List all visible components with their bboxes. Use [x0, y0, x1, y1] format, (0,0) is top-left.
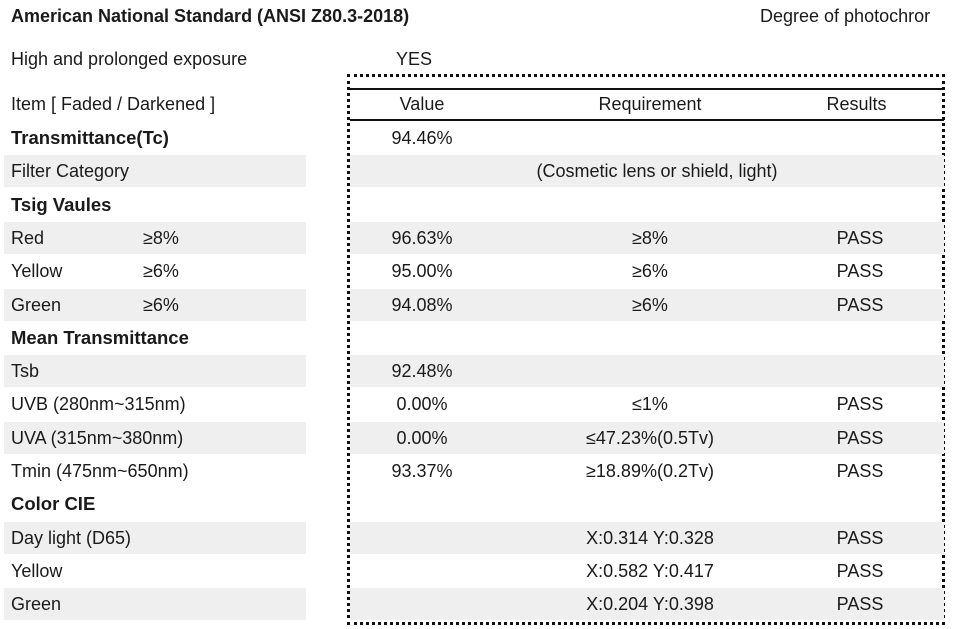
row-shade-right: [350, 288, 944, 321]
requirement-cell: (Cosmetic lens or shield, light): [536, 161, 778, 182]
table-row: Tmin (475nm~650nm) 93.37% ≥18.89%(0.2Tv) PA…: [0, 455, 961, 488]
row-shade-right: [350, 521, 944, 554]
row-label: UVB (280nm~315nm): [11, 394, 186, 415]
requirement-cell: X:0.582 Y:0.417: [586, 560, 714, 581]
section-heading: Transmittance(Tc): [11, 127, 169, 148]
table-row: Red ≥8% 96.63% ≥8% PASS: [0, 221, 961, 255]
value-cell: 0.00%: [396, 427, 448, 448]
result-cell: PASS: [836, 427, 884, 448]
header-rule-bottom: [350, 119, 944, 121]
result-cell: PASS: [836, 527, 884, 548]
result-cell: PASS: [836, 461, 884, 481]
result-cell: PASS: [836, 294, 884, 315]
row-shade-left: [4, 421, 306, 454]
section-heading: Tsig Vaules: [11, 193, 112, 215]
requirement-cell: ≥18.89%(0.2Tv): [586, 461, 714, 481]
results-dotted-frame: [347, 74, 945, 625]
result-cell: PASS: [836, 594, 884, 615]
row-threshold: ≥8%: [143, 227, 179, 248]
column-header-item: Item [ Faded / Darkened ]: [11, 94, 216, 114]
exposure-value: YES: [396, 49, 433, 69]
table-row: Tsb 92.48%: [0, 355, 961, 388]
degree-of-photochromism-label: Degree of photochror: [760, 6, 931, 26]
row-label: Tmin (475nm~650nm): [11, 461, 189, 481]
row-shade-right: [350, 322, 944, 354]
row-label: UVA (315nm~380nm): [11, 427, 184, 448]
requirement-cell: ≥8%: [632, 227, 668, 248]
value-cell: 96.63%: [391, 227, 453, 248]
row-shade-left: [4, 155, 306, 188]
table-row: Color CIE: [0, 488, 961, 521]
row-label: Red: [11, 227, 45, 248]
section-heading: Color CIE: [11, 493, 96, 515]
row-label: Day light (D65): [11, 527, 132, 548]
table-row: Yellow X:0.582 Y:0.417 PASS: [0, 555, 961, 588]
table-row: Green X:0.204 Y:0.398 PASS: [0, 588, 961, 621]
row-label: Yellow: [11, 261, 63, 282]
requirement-cell: ≤1%: [632, 394, 668, 415]
table-row: Filter Category (Cosmetic lens or shield,…: [0, 155, 961, 188]
row-shade-left: [4, 588, 306, 621]
row-label: Filter Category: [11, 161, 130, 182]
row-shade-left: [4, 221, 306, 254]
requirement-cell: ≥6%: [632, 261, 668, 282]
requirement-cell: X:0.204 Y:0.398: [586, 594, 714, 615]
row-shade-right: [350, 355, 944, 388]
row-shade-right: [350, 421, 944, 454]
table-row: Transmittance(Tc) 94.46%: [0, 122, 961, 155]
value-cell: 94.46%: [391, 128, 453, 148]
row-shade-right: [350, 189, 944, 221]
table-row: Green ≥6% 94.08% ≥6% PASS: [0, 288, 961, 322]
row-shade-right: [350, 588, 944, 621]
row-label: Yellow: [11, 560, 63, 581]
table-row: Yellow ≥6% 95.00% ≥6% PASS: [0, 255, 961, 288]
column-header-value: Value: [399, 94, 445, 114]
requirement-cell: ≥6%: [632, 294, 668, 315]
row-shade-right: [350, 155, 944, 188]
row-shade-right: [350, 488, 944, 520]
value-cell: 95.00%: [391, 261, 453, 282]
header-rule-top: [350, 88, 944, 90]
result-cell: PASS: [836, 394, 884, 415]
table-row: Tsig Vaules: [0, 189, 961, 222]
row-label: Tsb: [11, 361, 40, 382]
value-cell: 92.48%: [391, 361, 453, 382]
value-cell: 93.37%: [391, 461, 453, 481]
table-row: Day light (D65) X:0.314 Y:0.328 PASS: [0, 521, 961, 555]
result-cell: PASS: [836, 560, 884, 581]
row-shade-left: [4, 521, 306, 554]
requirement-cell: ≤47.23%(0.5Tv): [586, 427, 714, 448]
row-label: Green: [11, 294, 62, 315]
table-row: UVB (280nm~315nm) 0.00% ≤1% PASS: [0, 388, 961, 421]
row-shade-left: [4, 288, 306, 321]
column-header-results: Results: [826, 94, 887, 114]
section-heading: Mean Transmittance: [11, 326, 189, 348]
row-shade-right: [350, 221, 944, 254]
exposure-label: High and prolonged exposure: [11, 49, 248, 69]
requirement-cell: X:0.314 Y:0.328: [586, 527, 714, 548]
row-threshold: ≥6%: [143, 294, 179, 315]
value-cell: 0.00%: [396, 394, 448, 415]
row-label: Green: [11, 594, 62, 615]
report-title: American National Standard (ANSI Z80.3-2…: [11, 6, 410, 26]
row-threshold: ≥6%: [143, 261, 179, 282]
result-cell: PASS: [836, 261, 884, 282]
value-cell: 94.08%: [391, 294, 453, 315]
result-cell: PASS: [836, 227, 884, 248]
table-row: Mean Transmittance: [0, 322, 961, 355]
column-header-requirement: Requirement: [598, 94, 702, 114]
row-shade-left: [4, 355, 306, 388]
table-row: UVA (315nm~380nm) 0.00% ≤47.23%(0.5Tv) PASS: [0, 421, 961, 455]
